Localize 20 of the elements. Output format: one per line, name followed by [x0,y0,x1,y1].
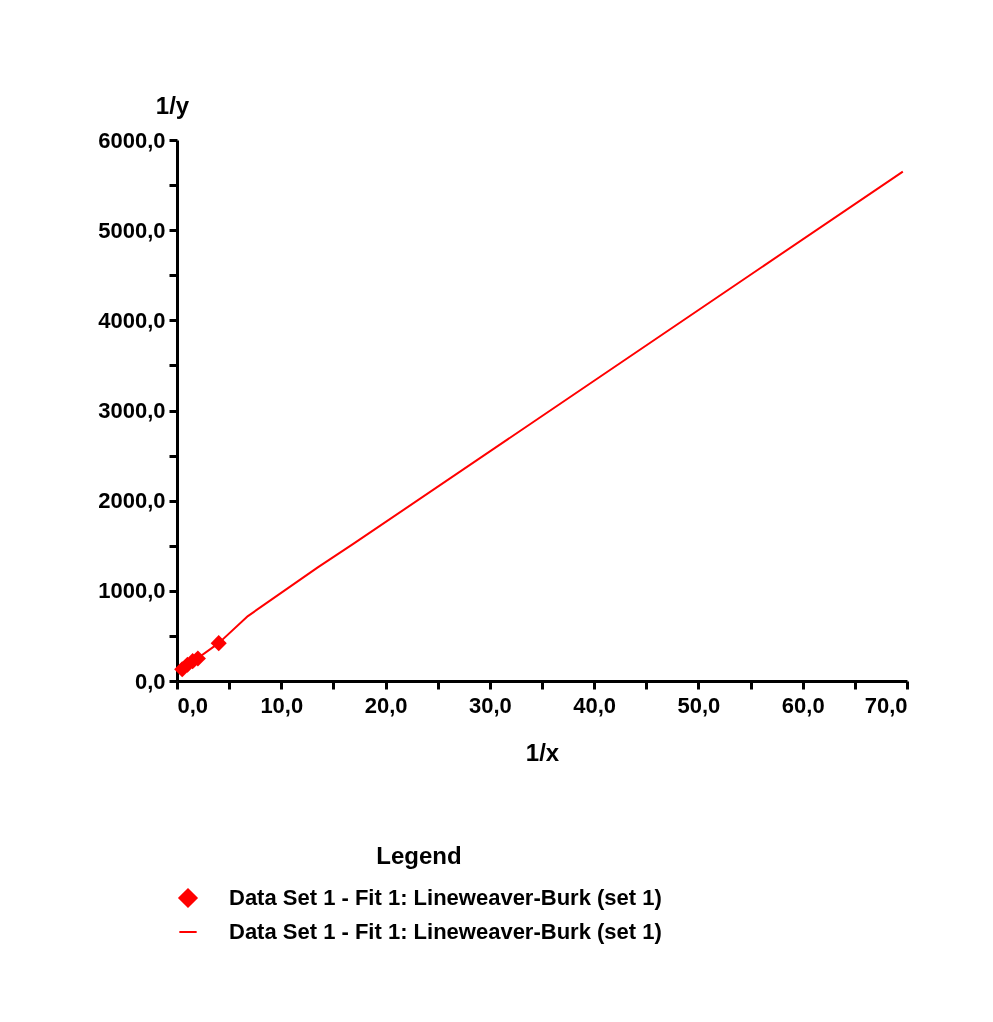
x-tick-label: 10,0 [260,692,304,718]
x-tick-label: 30,0 [468,692,512,718]
x-tick-label: 60,0 [781,692,825,718]
y-tick-label: 1000,0 [98,578,166,604]
x-tick-label: 0,0 [177,692,209,718]
y-tick-label: 2000,0 [98,488,166,514]
x-tick-label: 40,0 [573,692,617,718]
y-tick-label: 6000,0 [98,127,166,153]
y-tick-label: 5000,0 [98,217,166,243]
legend-title: Legend [376,842,462,869]
x-tick-label: 50,0 [677,692,721,718]
x-axis-title: 1/x [525,738,560,766]
x-tick-label: 20,0 [364,692,408,718]
y-tick-label: 0,0 [134,668,166,694]
y-axis-title: 1/y [155,91,190,119]
y-tick-label: 4000,0 [98,307,166,333]
legend-label: Data Set 1 - Fit 1: Lineweaver-Burk (set 1) [229,885,662,910]
legend-label: Data Set 1 - Fit 1: Lineweaver-Burk (set 1) [229,919,662,944]
y-tick-label: 3000,0 [98,398,166,423]
x-tick-label: 70,0 [864,692,908,718]
